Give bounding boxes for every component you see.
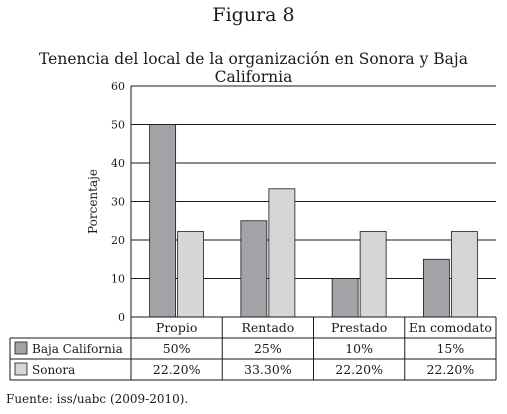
y-tick-label: 0	[118, 311, 125, 324]
legend-label: Baja California	[32, 342, 123, 356]
data-label: 25%	[254, 341, 282, 356]
y-tick-label: 10	[111, 273, 125, 286]
data-label: 22.20%	[427, 362, 475, 377]
category-label: Propio	[156, 320, 197, 335]
bar-baja-california	[422, 258, 450, 318]
y-tick-label: 30	[111, 196, 125, 209]
data-label: 22.20%	[153, 362, 201, 377]
category-label: Prestado	[331, 320, 387, 335]
data-label: 50%	[163, 341, 191, 356]
data-label: 10%	[345, 341, 373, 356]
y-axis-label: Porcentaje	[86, 169, 100, 234]
bar-baja-california	[240, 220, 268, 318]
y-tick-label: 60	[111, 80, 125, 93]
bar-sonora	[268, 188, 296, 318]
bar-sonora	[450, 231, 478, 318]
legend-label: Sonora	[32, 363, 75, 377]
figure-label: Figura 8	[212, 4, 295, 26]
data-label: 22.20%	[335, 362, 383, 377]
bar-sonora	[359, 231, 387, 318]
category-label: En comodato	[409, 320, 492, 335]
chart-title: Tenencia del local de la organización en…	[39, 50, 468, 86]
bar-sonora	[177, 231, 205, 318]
y-tick-label: 20	[111, 234, 125, 247]
legend-swatch-baja-california	[14, 341, 28, 355]
bar-baja-california	[331, 278, 359, 318]
y-tick-label: 50	[111, 119, 125, 132]
category-label: Rentado	[241, 320, 294, 335]
legend-swatch-sonora	[14, 362, 28, 376]
data-label: 15%	[436, 341, 464, 356]
bar-baja-california	[149, 124, 177, 318]
data-label: 33.30%	[244, 362, 292, 377]
y-tick-label: 40	[111, 157, 125, 170]
source-note: Fuente: iss/uabc (2009-2010).	[6, 392, 189, 406]
